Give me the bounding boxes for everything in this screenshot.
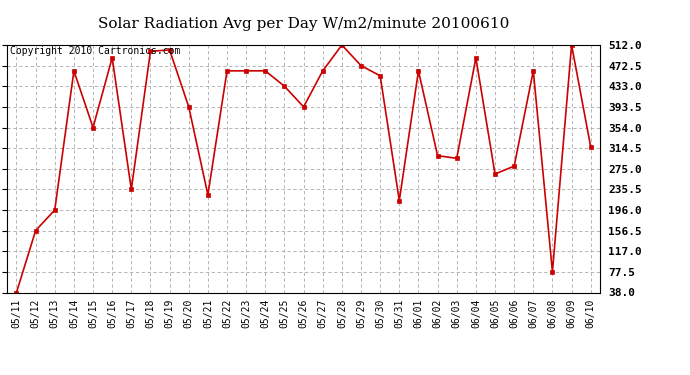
Text: Copyright 2010 Cartronics.com: Copyright 2010 Cartronics.com — [10, 46, 180, 56]
Text: Solar Radiation Avg per Day W/m2/minute 20100610: Solar Radiation Avg per Day W/m2/minute … — [98, 17, 509, 31]
